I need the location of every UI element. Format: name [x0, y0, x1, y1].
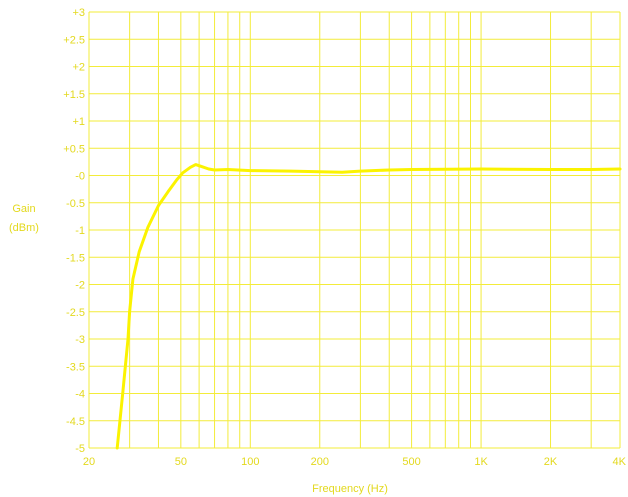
y-gridlines	[89, 11, 620, 449]
y-tick-label: +1.5	[63, 89, 85, 101]
x-tick-label: 500	[402, 456, 420, 468]
series-line	[115, 163, 622, 450]
y-tick-label: -0.5	[66, 198, 85, 210]
x-tick-label: 200	[311, 456, 329, 468]
y-tick-label: -2	[75, 280, 85, 292]
x-tick-labels: 20 50 100 200 500 1K 2K 4K	[83, 456, 627, 468]
y-tick-label: -4	[75, 389, 85, 401]
x-tick-label: 100	[241, 456, 259, 468]
y-axis-label-line-1: Gain	[12, 203, 35, 215]
y-tick-label: +2	[72, 62, 85, 74]
x-tick-label: 50	[175, 456, 187, 468]
y-axis-label-line-2: (dBm)	[9, 222, 39, 234]
y-tick-labels: +3 +2.5 +2 +1.5 +1 +0.5 -0 -0.5 -1 -1.5 -2 -2.5 -3 -3…	[63, 7, 85, 455]
x-tick-label: 20	[83, 456, 95, 468]
x-tick-label: 4K	[613, 456, 627, 468]
y-tick-label: +1	[72, 116, 85, 128]
y-tick-label: -0	[75, 171, 85, 183]
x-axis-label: Frequency (Hz)	[312, 483, 388, 495]
y-tick-label: -1.5	[66, 252, 85, 264]
y-tick-label: -4.5	[66, 416, 85, 428]
x-tick-label: 1K	[474, 456, 488, 468]
y-tick-label: -5	[75, 443, 85, 455]
y-tick-label: +3	[72, 7, 85, 19]
x-tick-label: 2K	[544, 456, 558, 468]
y-tick-label: +0.5	[63, 143, 85, 155]
y-tick-label: -2.5	[66, 307, 85, 319]
y-tick-label: -3.5	[66, 361, 85, 373]
y-tick-label: +2.5	[63, 34, 85, 46]
y-tick-label: -3	[75, 334, 85, 346]
y-tick-label: -1	[75, 225, 85, 237]
